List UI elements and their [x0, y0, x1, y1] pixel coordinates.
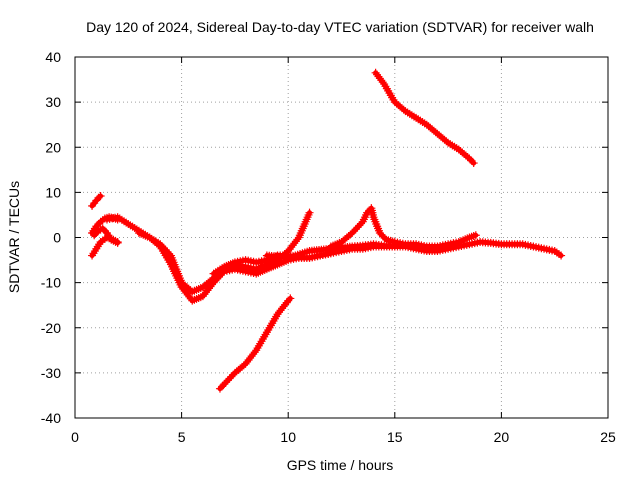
series-main-1: [102, 208, 314, 296]
series-main-2: [134, 228, 335, 305]
series-markers: [215, 294, 295, 393]
series-arc-descending: [371, 68, 478, 168]
x-tick-label: 15: [387, 429, 403, 445]
series-markers: [102, 208, 314, 296]
series-arc-1: [88, 191, 105, 210]
series-markers: [371, 68, 478, 168]
x-tick-label: 5: [178, 429, 186, 445]
series-markers: [262, 238, 566, 262]
grid-lines: [75, 57, 608, 418]
x-tick-label: 0: [71, 429, 79, 445]
y-tick-label: -10: [41, 275, 61, 291]
y-tick-label: 30: [45, 94, 61, 110]
y-tick-label: 40: [45, 49, 61, 65]
series-markers: [88, 191, 105, 210]
series-markers: [134, 228, 335, 305]
plot-frame: [74, 56, 609, 419]
y-axis-label: SDTVAR / TECUs: [6, 181, 22, 293]
series-arc-4: [90, 224, 122, 247]
y-tick-label: -20: [41, 320, 61, 336]
series-markers: [326, 204, 480, 251]
y-tick-label: -30: [41, 365, 61, 381]
x-tick-label: 20: [494, 429, 510, 445]
x-tick-label: 10: [280, 429, 296, 445]
y-axis: -40 -30 -20 -10 0 10 20 30 40: [41, 49, 608, 426]
y-tick-label: 0: [53, 230, 61, 246]
series-main-4: [262, 238, 566, 262]
x-tick-label: 25: [600, 429, 616, 445]
series-markers: [90, 224, 122, 247]
y-tick-label: -40: [41, 410, 61, 426]
y-tick-label: 10: [45, 184, 61, 200]
series-main-5: [326, 204, 480, 251]
data-series: [88, 68, 566, 393]
x-axis-label: GPS time / hours: [287, 457, 394, 473]
chart-title: Day 120 of 2024, Sidereal Day-to-day VTE…: [86, 19, 594, 35]
y-tick-label: 20: [45, 139, 61, 155]
x-axis: 0 5 10 15 20 25: [71, 57, 616, 445]
series-arc-ascending: [215, 294, 295, 393]
